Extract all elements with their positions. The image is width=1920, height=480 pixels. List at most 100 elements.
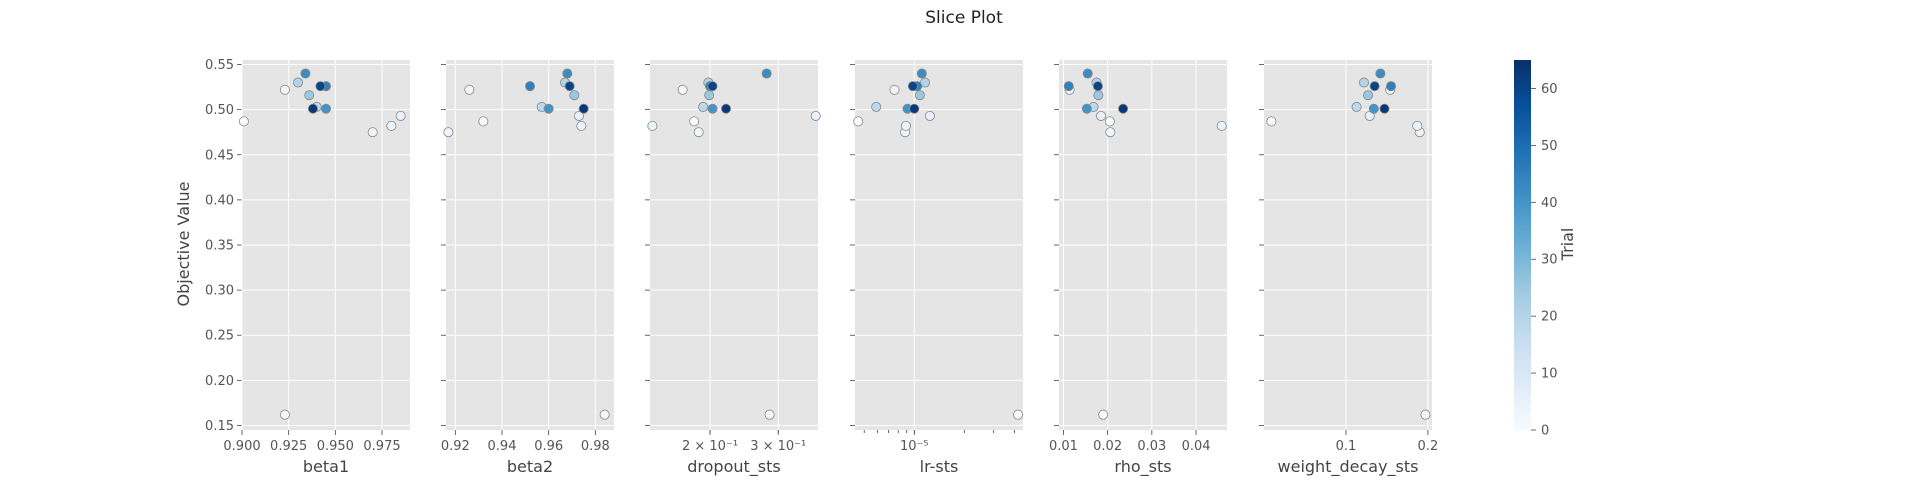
x-axis-label: beta1 <box>303 457 349 476</box>
data-point <box>677 84 688 95</box>
x-tick-label: 10⁻⁵ <box>900 439 929 454</box>
data-point <box>916 68 927 79</box>
colorbar-gradient <box>1514 60 1531 430</box>
data-point <box>304 90 315 101</box>
y-tick-label: 0.45 <box>205 148 234 163</box>
data-point <box>1375 68 1386 79</box>
data-point <box>1351 101 1362 112</box>
colorbar-tick-label: 40 <box>1541 196 1558 211</box>
colorbar-tick-label: 10 <box>1541 367 1558 382</box>
data-point <box>693 127 704 138</box>
data-point <box>647 120 658 131</box>
data-point <box>367 127 378 138</box>
colorbar-tick-label: 30 <box>1541 253 1558 268</box>
x-tick-label: 0.900 <box>223 439 260 454</box>
data-point <box>525 81 536 92</box>
data-point <box>907 81 918 92</box>
x-tick-label: 0.94 <box>488 439 517 454</box>
x-tick-label: 3 × 10⁻¹ <box>750 439 806 454</box>
x-tick-label: 0.950 <box>317 439 354 454</box>
data-point <box>1082 68 1093 79</box>
data-point <box>853 116 864 127</box>
x-tick-label: 0.03 <box>1137 439 1166 454</box>
x-axis-label: dropout_sts <box>687 457 780 477</box>
subplot-beta1: 0.15 0.20 0.25 0.30 0.35 0.40 0.45 0.50 0.55 0.90… <box>205 58 410 476</box>
data-point <box>810 110 821 121</box>
data-point <box>1104 116 1115 127</box>
data-point <box>704 90 715 101</box>
x-tick-label: 0.92 <box>441 439 470 454</box>
y-tick-label: 0.40 <box>205 193 234 208</box>
data-point <box>315 81 326 92</box>
data-point <box>599 409 610 420</box>
data-point <box>707 103 718 114</box>
data-point <box>1063 81 1074 92</box>
data-point <box>721 103 732 114</box>
data-point <box>307 103 318 114</box>
data-point <box>574 110 585 121</box>
x-axis-label: lr-sts <box>920 457 959 476</box>
data-point <box>576 120 587 131</box>
colorbar-label: Trial <box>1558 228 1577 262</box>
data-point <box>300 68 311 79</box>
y-tick-label: 0.35 <box>205 239 234 254</box>
y-tick-label: 0.50 <box>205 103 234 118</box>
data-point <box>1358 77 1369 88</box>
y-tick-label: 0.25 <box>205 329 234 344</box>
data-point <box>279 84 290 95</box>
subplot-rho_sts: 0.01 0.02 0.03 0.04 rho_sts <box>1049 60 1227 477</box>
data-point <box>1092 81 1103 92</box>
colorbar: 0 10 20 30 40 50 60 Trial <box>1514 60 1577 439</box>
data-point <box>569 90 580 101</box>
data-point <box>914 90 925 101</box>
data-point <box>395 110 406 121</box>
y-tick-label: 0.20 <box>205 374 234 389</box>
data-point <box>1096 110 1107 121</box>
data-point <box>1369 81 1380 92</box>
data-point <box>1368 103 1379 114</box>
subplot-dropout_sts: 2 × 10⁻¹ 3 × 10⁻¹ dropout_sts <box>645 60 821 477</box>
data-point <box>1266 116 1277 127</box>
data-point <box>707 81 718 92</box>
data-point <box>900 120 911 131</box>
y-axis-label: Objective Value <box>174 182 193 307</box>
colorbar-tick-label: 60 <box>1541 82 1558 97</box>
data-point <box>1379 103 1390 114</box>
y-tick-label: 0.15 <box>205 419 234 434</box>
data-point <box>1216 120 1227 131</box>
x-tick-label: 0.04 <box>1182 439 1211 454</box>
x-axis-label: weight_decay_sts <box>1278 457 1419 477</box>
x-tick-label: 0.975 <box>363 439 400 454</box>
x-axis-label: beta2 <box>507 457 553 476</box>
x-tick-label: 0.98 <box>581 439 610 454</box>
data-point <box>764 409 775 420</box>
subplot-beta2: 0.92 0.94 0.96 0.98 beta2 <box>441 60 614 476</box>
data-point <box>1105 127 1116 138</box>
data-point <box>1013 409 1024 420</box>
x-tick-label: 0.925 <box>270 439 307 454</box>
x-tick-label: 0.1 <box>1336 439 1357 454</box>
x-tick-label: 0.01 <box>1049 439 1078 454</box>
data-point <box>871 101 882 112</box>
x-tick-label: 2 × 10⁻¹ <box>682 439 738 454</box>
data-point <box>386 120 397 131</box>
data-point <box>478 116 489 127</box>
data-point <box>924 110 935 121</box>
data-point <box>1093 90 1104 101</box>
data-point <box>543 103 554 114</box>
data-point <box>889 84 900 95</box>
data-point <box>238 116 249 127</box>
data-point <box>909 103 920 114</box>
data-point <box>689 116 700 127</box>
data-point <box>320 103 331 114</box>
subplot-lr-sts: 10⁻⁵ lr-sts <box>850 60 1024 476</box>
data-point <box>1412 120 1423 131</box>
data-point <box>1118 103 1129 114</box>
x-tick-label: 0.96 <box>534 439 563 454</box>
subplot-weight_decay_sts: 0.1 0.2 weight_decay_sts <box>1259 60 1438 477</box>
y-tick-label: 0.30 <box>205 284 234 299</box>
x-tick-label: 0.02 <box>1093 439 1122 454</box>
data-point <box>1098 409 1109 420</box>
data-point <box>578 103 589 114</box>
